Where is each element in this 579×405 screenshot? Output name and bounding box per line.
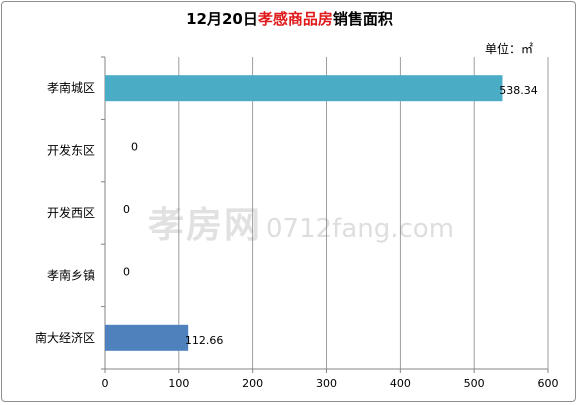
x-tick-label: 600 (538, 377, 559, 390)
category-label: 孝南城区 (47, 80, 95, 95)
value-label: 0 (123, 203, 130, 216)
x-tick-label: 500 (464, 377, 485, 390)
bar (105, 324, 189, 351)
bar (105, 75, 503, 102)
x-tick-label: 400 (390, 377, 411, 390)
category-label: 开发西区 (47, 205, 95, 220)
x-tick-label: 100 (168, 377, 189, 390)
value-label: 112.66 (185, 334, 224, 347)
title-suffix: 销售面积 (332, 10, 393, 28)
value-label: 0 (131, 141, 138, 154)
category-label: 孝南乡镇 (47, 267, 95, 282)
value-label: 538.34 (499, 84, 538, 97)
title-highlight: 孝感商品房 (257, 10, 333, 28)
title-date: 12月20日 (186, 10, 258, 28)
category-label: 开发东区 (47, 143, 95, 158)
x-tick-label: 300 (316, 377, 337, 390)
unit-label: 单位：㎡ (484, 42, 533, 56)
watermark-brand: 孝房网 (148, 205, 263, 246)
watermark: 孝房网 0712fang.com (148, 196, 454, 246)
chart-title: 12月20日孝感商品房销售面积 (0, 8, 579, 29)
watermark-domain: 0712fang.com (266, 214, 455, 244)
value-label: 0 (123, 265, 130, 278)
x-tick-label: 0 (102, 377, 109, 390)
category-label: 南大经济区 (35, 330, 95, 345)
x-tick-label: 200 (242, 377, 263, 390)
